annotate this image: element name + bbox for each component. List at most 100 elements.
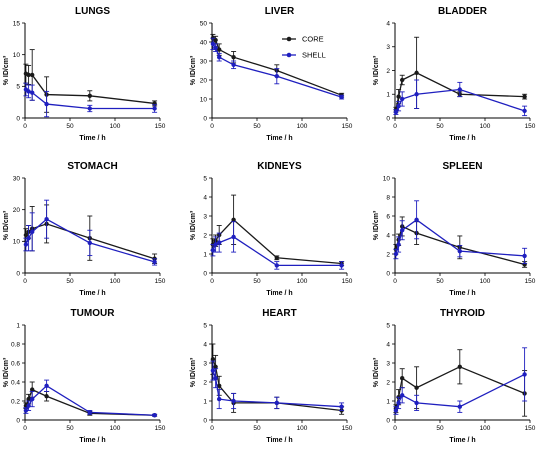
y-tick-label: 20 bbox=[13, 207, 21, 214]
y-tick-label: 0.2 bbox=[11, 398, 20, 405]
data-point-core bbox=[26, 396, 31, 402]
y-tick-label: 4 bbox=[203, 341, 207, 348]
y-tick-label: 1 bbox=[386, 92, 390, 99]
x-tick-label: 0 bbox=[23, 278, 27, 285]
data-point-core bbox=[457, 364, 462, 369]
x-tick-label: 0 bbox=[23, 123, 27, 130]
y-tick-label: 2 bbox=[203, 379, 207, 386]
data-point-shell bbox=[217, 240, 222, 245]
y-tick-label: 1 bbox=[386, 398, 390, 405]
data-point-shell bbox=[396, 103, 401, 109]
data-point-shell bbox=[30, 396, 35, 402]
panel-title: TUMOUR bbox=[71, 308, 116, 319]
data-point-shell bbox=[414, 217, 419, 222]
data-point-shell bbox=[152, 259, 157, 265]
y-tick-label: 1 bbox=[203, 251, 207, 258]
y-tick-label: 3 bbox=[386, 44, 390, 51]
y-tick-label: 50 bbox=[200, 20, 208, 27]
x-axis-label: Time / h bbox=[266, 135, 292, 142]
data-point-shell bbox=[274, 74, 279, 79]
data-point-core bbox=[44, 394, 49, 399]
panel-title: KIDNEYS bbox=[257, 161, 302, 172]
y-tick-label: 10 bbox=[383, 175, 391, 182]
data-point-core bbox=[231, 217, 236, 222]
y-tick-label: 6 bbox=[386, 213, 390, 220]
data-point-core bbox=[414, 70, 419, 76]
data-point-core bbox=[400, 376, 405, 381]
x-tick-label: 0 bbox=[393, 278, 397, 285]
panel-title: HEART bbox=[262, 308, 296, 319]
y-tick-label: 0 bbox=[16, 270, 20, 277]
y-tick-label: 4 bbox=[386, 341, 390, 348]
x-tick-label: 150 bbox=[155, 278, 166, 285]
y-tick-label: 3 bbox=[386, 360, 390, 367]
data-point-shell bbox=[152, 413, 157, 418]
data-point-shell bbox=[457, 404, 462, 409]
y-tick-label: 2 bbox=[386, 68, 390, 75]
panel-title: STOMACH bbox=[67, 161, 117, 172]
data-point-shell bbox=[23, 242, 29, 247]
y-tick-label: 0 bbox=[203, 417, 207, 424]
data-point-shell bbox=[231, 398, 236, 404]
x-tick-label: 0 bbox=[393, 425, 397, 432]
data-point-shell bbox=[210, 248, 216, 253]
x-tick-label: 0 bbox=[23, 425, 27, 432]
panel-title: LIVER bbox=[265, 6, 295, 17]
data-point-shell bbox=[393, 408, 399, 413]
data-point-shell bbox=[210, 41, 216, 47]
x-tick-label: 50 bbox=[66, 425, 74, 432]
y-tick-label: 2 bbox=[386, 379, 390, 386]
data-point-shell bbox=[213, 376, 218, 381]
data-point-shell bbox=[339, 404, 344, 409]
panel-title: THYROID bbox=[440, 308, 485, 319]
data-point-core bbox=[26, 72, 31, 78]
data-point-shell bbox=[26, 235, 31, 241]
y-tick-label: 1 bbox=[16, 322, 20, 329]
data-point-core bbox=[217, 47, 222, 52]
x-tick-label: 100 bbox=[297, 425, 308, 432]
data-point-shell bbox=[213, 242, 218, 247]
y-tick-label: 8 bbox=[386, 194, 390, 201]
x-axis-label: Time / h bbox=[79, 135, 105, 142]
panel-bladder: BLADDER 0 1 2 3 4 0 50 100 150 Time / h % ID/cm³ bbox=[373, 6, 536, 142]
x-tick-label: 100 bbox=[480, 278, 491, 285]
x-tick-label: 150 bbox=[342, 123, 353, 130]
y-tick-label: 0 bbox=[386, 417, 390, 424]
x-tick-label: 100 bbox=[480, 123, 491, 130]
data-point-core bbox=[23, 232, 29, 238]
y-tick-label: 2 bbox=[386, 251, 390, 258]
y-tick-label: 40 bbox=[200, 39, 208, 46]
y-axis-label: % ID/cm³ bbox=[373, 357, 380, 387]
x-tick-label: 0 bbox=[210, 123, 214, 130]
data-point-core bbox=[30, 387, 35, 392]
y-axis-label: % ID/cm³ bbox=[190, 210, 197, 240]
y-tick-label: 0 bbox=[386, 270, 390, 277]
data-point-core bbox=[217, 383, 222, 388]
data-point-shell bbox=[274, 263, 279, 268]
y-tick-label: 0 bbox=[203, 115, 207, 122]
y-tick-label: 20 bbox=[200, 77, 208, 84]
data-point-shell bbox=[23, 408, 29, 413]
data-point-shell bbox=[414, 400, 419, 406]
x-tick-label: 150 bbox=[342, 425, 353, 432]
data-point-shell bbox=[30, 90, 35, 95]
data-point-core bbox=[396, 94, 401, 99]
y-axis-label: % ID/cm³ bbox=[190, 357, 197, 387]
data-point-shell bbox=[414, 92, 419, 97]
x-tick-label: 100 bbox=[110, 425, 121, 432]
data-point-shell bbox=[26, 89, 31, 94]
y-tick-label: 4 bbox=[386, 232, 390, 239]
x-tick-label: 50 bbox=[436, 123, 444, 130]
data-point-core bbox=[522, 94, 527, 99]
y-axis-label: % ID/cm³ bbox=[3, 210, 10, 240]
y-tick-label: 0 bbox=[16, 115, 20, 122]
y-tick-label: 10 bbox=[200, 96, 208, 103]
data-point-shell bbox=[217, 396, 222, 402]
y-tick-label: 0 bbox=[203, 270, 207, 277]
x-axis-label: Time / h bbox=[266, 290, 292, 297]
y-tick-label: 0.8 bbox=[11, 341, 20, 348]
x-tick-label: 100 bbox=[297, 278, 308, 285]
